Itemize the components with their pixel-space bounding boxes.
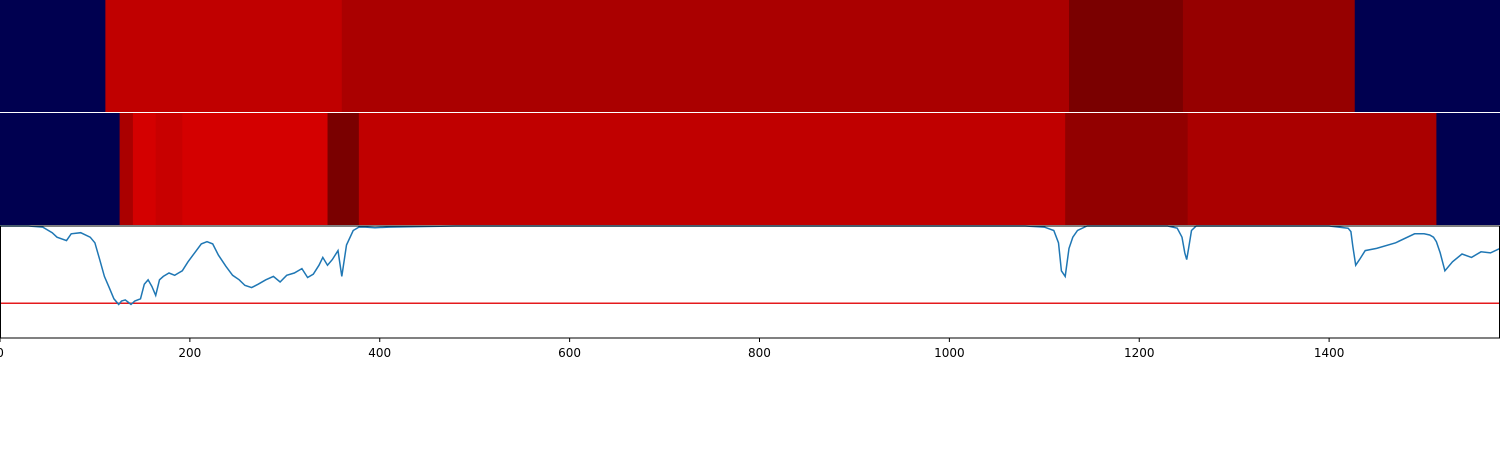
track2-segment-5 (327, 113, 360, 225)
x-tick-label-2: 400 (368, 346, 391, 360)
track2-segment-6 (358, 113, 1066, 225)
line-panel (0, 225, 1500, 339)
track1-segment-4 (1182, 0, 1356, 112)
x-tick-label-7: 1400 (1314, 346, 1345, 360)
heatmap-track-top (0, 0, 1500, 112)
x-tick-label-6: 1200 (1124, 346, 1155, 360)
x-tick-label-4: 800 (748, 346, 771, 360)
track1-segment-2 (341, 0, 1070, 112)
track1-segment-0 (0, 0, 106, 112)
line-panel-background (0, 226, 1500, 338)
x-tick-label-3: 600 (558, 346, 581, 360)
track2-segment-9 (1436, 113, 1500, 225)
track2-segment-1 (119, 113, 134, 225)
x-tick-label-0: 0 (0, 346, 4, 360)
track2-segment-4 (182, 113, 329, 225)
x-axis: 0 200 400 600 800 1000 1200 1400 (0, 338, 1344, 360)
series-line (0, 225, 1500, 306)
track1-segment-1 (105, 0, 343, 112)
heatmap-track-middle (0, 113, 1500, 225)
track2-segment-0 (0, 113, 121, 225)
track1-segment-3 (1068, 0, 1184, 112)
track2-segment-2 (132, 113, 157, 225)
track2-segment-3 (155, 113, 183, 225)
track2-segment-7 (1065, 113, 1189, 225)
x-tick-label-1: 200 (178, 346, 201, 360)
track1-segment-5 (1354, 0, 1500, 112)
x-tick-label-5: 1000 (934, 346, 965, 360)
track2-segment-8 (1187, 113, 1437, 225)
